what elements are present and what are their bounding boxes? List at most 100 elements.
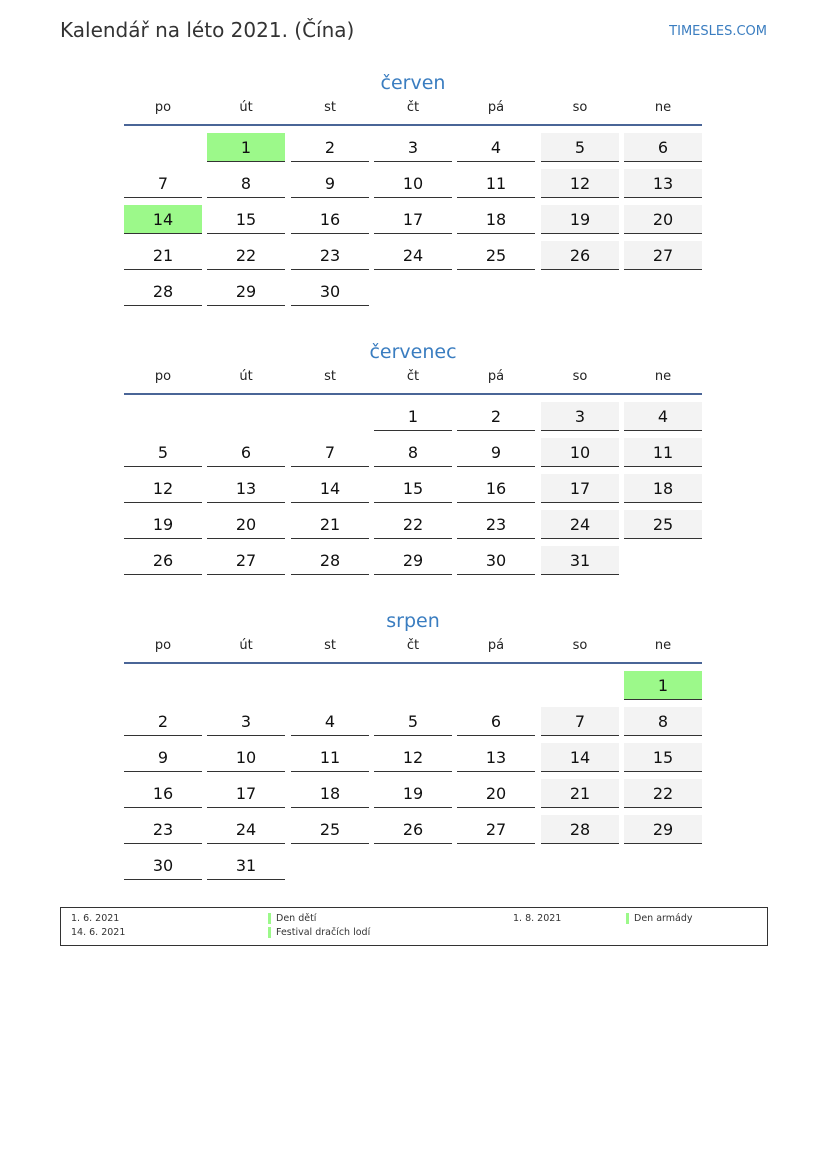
- day-cell[interactable]: 10: [207, 743, 285, 772]
- day-cell[interactable]: 13: [207, 474, 285, 503]
- day-cell[interactable]: 7: [541, 707, 619, 736]
- day-cell[interactable]: 5: [541, 133, 619, 162]
- day-cell[interactable]: 24: [541, 510, 619, 539]
- day-cell[interactable]: 18: [624, 474, 702, 503]
- day-cell[interactable]: 30: [124, 851, 202, 880]
- day-cell[interactable]: 23: [291, 241, 369, 270]
- day-cell[interactable]: 28: [291, 546, 369, 575]
- legend-holiday: Den dětí: [268, 912, 316, 925]
- day-cell[interactable]: 12: [124, 474, 202, 503]
- day-cell[interactable]: 14: [541, 743, 619, 772]
- day-cell[interactable]: 25: [624, 510, 702, 539]
- day-cell[interactable]: 29: [374, 546, 452, 575]
- day-cell[interactable]: 16: [457, 474, 535, 503]
- day-cell[interactable]: 7: [291, 438, 369, 467]
- day-cell[interactable]: 2: [124, 707, 202, 736]
- day-cell[interactable]: 1: [374, 402, 452, 431]
- day-cell[interactable]: 24: [374, 241, 452, 270]
- day-cell[interactable]: 20: [457, 779, 535, 808]
- day-cell[interactable]: 2: [291, 133, 369, 162]
- day-cell[interactable]: 8: [207, 169, 285, 198]
- day-cell[interactable]: 29: [624, 815, 702, 844]
- day-cell[interactable]: 5: [124, 438, 202, 467]
- day-cell[interactable]: 4: [624, 402, 702, 431]
- day-cell[interactable]: 17: [207, 779, 285, 808]
- day-cell[interactable]: 31: [207, 851, 285, 880]
- day-cell[interactable]: 13: [457, 743, 535, 772]
- day-cell[interactable]: 11: [457, 169, 535, 198]
- day-cell[interactable]: 31: [541, 546, 619, 575]
- day-cell[interactable]: 9: [124, 743, 202, 772]
- day-cell[interactable]: 17: [541, 474, 619, 503]
- day-cell[interactable]: 15: [207, 205, 285, 234]
- day-cell[interactable]: 12: [541, 169, 619, 198]
- legend-date: 1. 8. 2021: [513, 913, 562, 924]
- day-cell[interactable]: 21: [291, 510, 369, 539]
- day-cell[interactable]: 28: [124, 277, 202, 306]
- header-rule: [124, 662, 702, 664]
- day-cell[interactable]: 5: [374, 707, 452, 736]
- day-cell[interactable]: 25: [291, 815, 369, 844]
- day-cell[interactable]: 26: [124, 546, 202, 575]
- day-cell[interactable]: 23: [124, 815, 202, 844]
- day-cell[interactable]: 9: [291, 169, 369, 198]
- weekday-label: ne: [654, 100, 672, 115]
- day-cell[interactable]: 15: [624, 743, 702, 772]
- day-cell[interactable]: 27: [624, 241, 702, 270]
- day-cell[interactable]: 21: [541, 779, 619, 808]
- day-cell[interactable]: 14: [291, 474, 369, 503]
- day-cell[interactable]: 25: [457, 241, 535, 270]
- day-cell[interactable]: 10: [374, 169, 452, 198]
- weekday-label: pá: [487, 100, 505, 115]
- day-cell[interactable]: 20: [207, 510, 285, 539]
- day-cell[interactable]: 27: [457, 815, 535, 844]
- day-cell[interactable]: 18: [457, 205, 535, 234]
- day-cell[interactable]: 26: [541, 241, 619, 270]
- day-cell[interactable]: 29: [207, 277, 285, 306]
- day-cell[interactable]: 19: [541, 205, 619, 234]
- day-cell[interactable]: 8: [374, 438, 452, 467]
- day-cell[interactable]: 3: [541, 402, 619, 431]
- day-cell[interactable]: 20: [624, 205, 702, 234]
- weekday-label: ne: [654, 638, 672, 653]
- day-cell[interactable]: 6: [624, 133, 702, 162]
- day-cell[interactable]: 15: [374, 474, 452, 503]
- day-cell[interactable]: 10: [541, 438, 619, 467]
- day-cell[interactable]: 16: [291, 205, 369, 234]
- day-cell[interactable]: 1: [624, 671, 702, 700]
- day-cell[interactable]: 9: [457, 438, 535, 467]
- day-cell[interactable]: 6: [207, 438, 285, 467]
- weekday-label: po: [154, 638, 172, 653]
- day-cell[interactable]: 2: [457, 402, 535, 431]
- day-cell[interactable]: 13: [624, 169, 702, 198]
- day-cell[interactable]: 22: [624, 779, 702, 808]
- day-cell[interactable]: 26: [374, 815, 452, 844]
- day-cell[interactable]: 28: [541, 815, 619, 844]
- day-cell[interactable]: 23: [457, 510, 535, 539]
- day-cell[interactable]: 22: [374, 510, 452, 539]
- day-cell[interactable]: 30: [291, 277, 369, 306]
- day-cell[interactable]: 21: [124, 241, 202, 270]
- day-cell[interactable]: 14: [124, 205, 202, 234]
- day-cell[interactable]: 17: [374, 205, 452, 234]
- day-cell[interactable]: 27: [207, 546, 285, 575]
- day-cell[interactable]: 11: [624, 438, 702, 467]
- day-cell[interactable]: 4: [457, 133, 535, 162]
- day-cell[interactable]: 12: [374, 743, 452, 772]
- day-cell[interactable]: 1: [207, 133, 285, 162]
- day-cell[interactable]: 18: [291, 779, 369, 808]
- day-cell[interactable]: 16: [124, 779, 202, 808]
- day-cell[interactable]: 24: [207, 815, 285, 844]
- day-cell[interactable]: 19: [124, 510, 202, 539]
- day-cell[interactable]: 30: [457, 546, 535, 575]
- day-cell[interactable]: 6: [457, 707, 535, 736]
- site-link[interactable]: TIMESLES.COM: [669, 24, 767, 39]
- day-cell[interactable]: 22: [207, 241, 285, 270]
- day-cell[interactable]: 3: [374, 133, 452, 162]
- day-cell[interactable]: 11: [291, 743, 369, 772]
- day-cell[interactable]: 7: [124, 169, 202, 198]
- day-cell[interactable]: 19: [374, 779, 452, 808]
- day-cell[interactable]: 4: [291, 707, 369, 736]
- day-cell[interactable]: 3: [207, 707, 285, 736]
- day-cell[interactable]: 8: [624, 707, 702, 736]
